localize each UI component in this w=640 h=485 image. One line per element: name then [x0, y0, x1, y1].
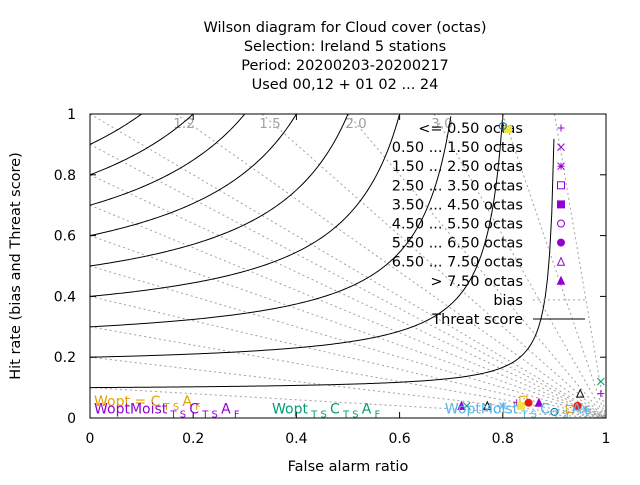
threat-score-curves [89, 113, 555, 389]
x-tick-label: 0.4 [285, 431, 307, 447]
threat-score-curve [89, 113, 142, 145]
threat-score-curve [89, 138, 555, 389]
x-tick-label: 0 [86, 431, 95, 447]
bias-line [89, 235, 607, 419]
title-line-4: Used 00,12 + 01 02 ... 24 [252, 77, 439, 93]
legend-entry-label: bias [493, 293, 523, 309]
y-tick-label: 0.6 [54, 229, 76, 245]
wopt-label: WoptMoist T S C T S A F [445, 401, 591, 420]
data-point [498, 401, 507, 410]
bias-line [89, 356, 607, 419]
legend-entry-label: 5.50 ... 6.50 octas [392, 236, 523, 252]
y-tick-label: 1 [67, 107, 76, 123]
legend-marker [557, 200, 565, 209]
threat-score-curve [89, 114, 297, 237]
legend-entry-label: 1.50 ... 2.50 octas [392, 159, 523, 175]
bias-line [89, 143, 607, 419]
y-tick-label: 0.4 [54, 289, 76, 305]
wopt-label: Wopt T S C T S A F [272, 401, 381, 420]
data-point [550, 407, 559, 416]
title-line-1: Wilson diagram for Cloud cover (octas) [204, 20, 487, 36]
data-point [573, 401, 582, 410]
bias-line [89, 174, 607, 419]
bias-line [502, 113, 607, 419]
legend-entry-label: 3.50 ... 4.50 octas [392, 197, 523, 213]
data-point [524, 398, 533, 407]
threat-score-curve [89, 113, 246, 206]
legend-entry-label: Threat score [431, 312, 523, 328]
legend-entry-label: 0.50 ... 1.50 octas [392, 140, 523, 156]
title-line-3: Period: 20200203-20200217 [241, 58, 449, 74]
data-point [503, 125, 512, 134]
axes: 0 0.2 0.4 0.6 0.8 1 0 0.2 0.4 0.6 0.8 1 False alarm … [8, 107, 610, 475]
bias-line [89, 387, 607, 419]
threat-score-curve [89, 114, 349, 267]
data-points [457, 122, 605, 416]
data-point [581, 405, 590, 413]
threat-score-curve [89, 119, 503, 358]
data-point [483, 400, 492, 410]
x-tick-label: 0.8 [492, 431, 514, 447]
data-point [534, 397, 544, 407]
x-axis-title: False alarm ratio [288, 459, 409, 475]
data-point [565, 404, 574, 413]
legend-entry-label: 6.50 ... 7.50 octas [392, 255, 523, 271]
legend-marker [556, 256, 566, 266]
bias-label: 2.0 [345, 116, 366, 132]
x-tick-label: 0.6 [388, 431, 410, 447]
x-tick-label: 1 [602, 431, 611, 447]
legend-entry-label: 2.50 ... 3.50 octas [392, 178, 523, 194]
data-point [498, 122, 507, 131]
plot-frame [89, 113, 607, 419]
legend-marker [557, 219, 565, 228]
bias-label: 1.5 [259, 116, 280, 132]
wopt-label: WoptMoist T S C T S A F [94, 401, 240, 420]
data-point [516, 401, 525, 410]
wopt-label: Wopt = C T S A F [94, 394, 201, 413]
bias-lines: 1.2 1.5 2.0 3.0 [89, 113, 607, 419]
bias-line [433, 113, 607, 419]
legend-marker [557, 162, 565, 171]
legend: <= 0.50 octas 0.50 ... 1.50 octas 1.50 ...… [392, 121, 585, 328]
bias-line [89, 204, 607, 419]
threat-score-curve [89, 113, 194, 176]
y-tick-label: 0.8 [54, 168, 76, 184]
legend-entry-label: <= 0.50 octas [418, 121, 523, 137]
bias-line [347, 113, 607, 419]
chart-title: Wilson diagram for Cloud cover (octas) Se… [204, 20, 487, 93]
y-tick-label: 0 [67, 411, 76, 427]
legend-marker [557, 238, 565, 247]
data-point [596, 377, 605, 386]
y-axis-title: Hit rate (bias and Threat score) [8, 152, 24, 380]
legend-marker [557, 181, 565, 190]
bias-label: 1.2 [173, 116, 194, 132]
threat-score-curve [89, 116, 452, 328]
legend-marker [557, 124, 565, 132]
y-tick-label: 0.2 [54, 350, 76, 366]
legend-entry-label: > 7.50 octas [430, 274, 523, 290]
legend-marker [557, 143, 565, 151]
legend-marker [556, 275, 566, 285]
data-point [575, 388, 585, 398]
x-tick-label: 0.2 [182, 431, 204, 447]
data-point [597, 390, 605, 398]
data-point [457, 400, 466, 410]
threat-score-curve [89, 114, 400, 297]
bias-label: 3.0 [431, 116, 452, 132]
title-line-2: Selection: Ireland 5 stations [244, 39, 446, 55]
legend-entry-label: 4.50 ... 5.50 octas [392, 217, 523, 233]
